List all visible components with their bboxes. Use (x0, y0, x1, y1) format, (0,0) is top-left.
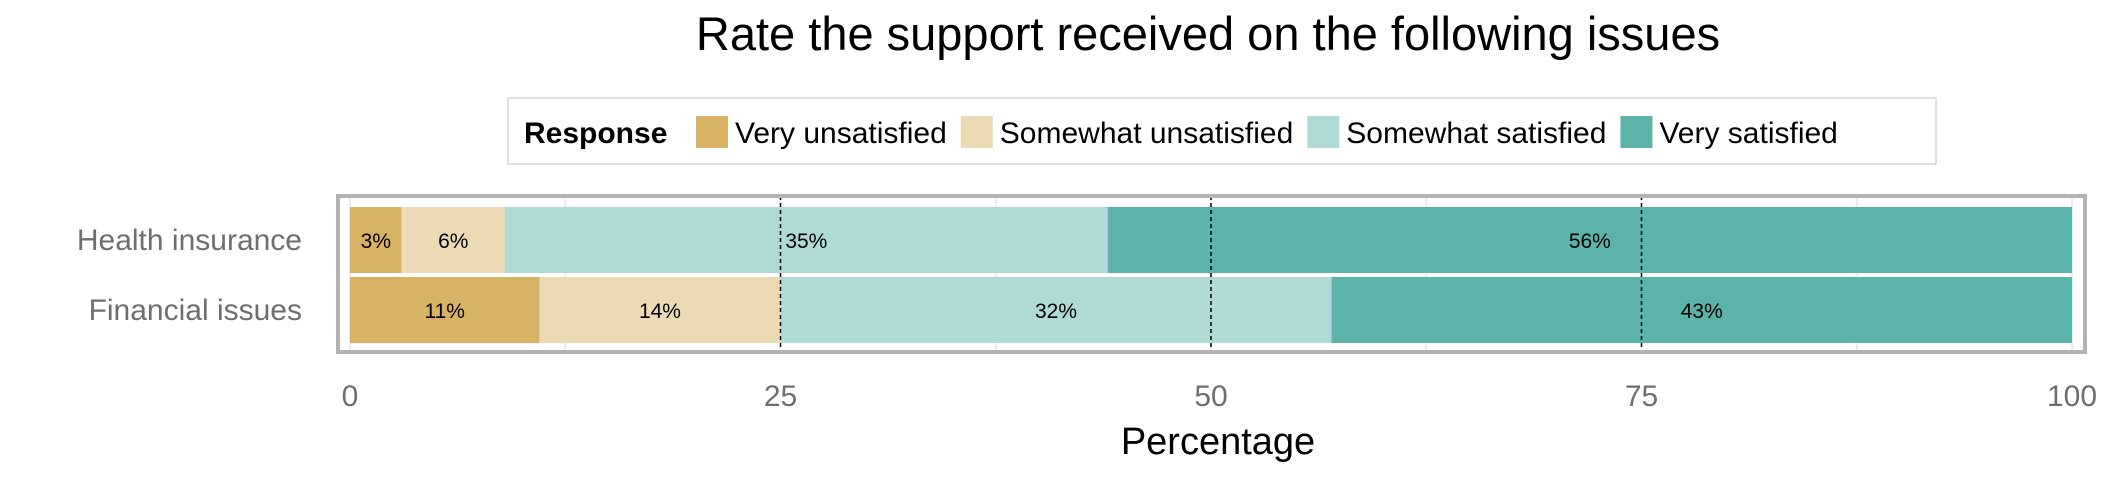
panel-border (336, 194, 2087, 354)
x-axis: 0 25 50 75 100 (342, 380, 2097, 413)
legend-title: Response (524, 117, 667, 150)
bar-segment (1331, 277, 2072, 343)
bar-segment (1107, 207, 2072, 273)
plot-area: 3% 6% 35% 56% 11% 14% 32% 43% (336, 194, 2087, 354)
bar-segment (350, 207, 402, 273)
legend-swatch (1620, 116, 1653, 148)
x-tick-label: 25 (764, 380, 797, 413)
x-tick-label: 100 (2047, 380, 2097, 413)
bar-segment (350, 277, 540, 343)
legend-swatch (1307, 116, 1340, 148)
legend-label: Very satisfied (1659, 117, 1837, 150)
x-tick-label: 50 (1194, 380, 1227, 413)
data-label: 14% (639, 300, 681, 323)
x-tick-label: 0 (342, 380, 359, 413)
data-label: 3% (361, 230, 391, 253)
chart-title: Rate the support received on the followi… (696, 7, 1720, 60)
data-label: 32% (1035, 300, 1077, 323)
data-label: 43% (1681, 300, 1723, 323)
bar-segment (539, 277, 781, 343)
bar-segment (504, 207, 1108, 273)
x-tick-label: 75 (1625, 380, 1658, 413)
y-axis: Health insurance Financial issues (77, 224, 302, 327)
x-axis-title: Percentage (1121, 421, 1315, 463)
legend-box (507, 97, 1937, 165)
legend-label: Very unsatisfied (735, 117, 947, 150)
legend-label: Somewhat unsatisfied (1000, 117, 1294, 150)
legend: Response Very unsatisfied Somewhat unsati… (507, 97, 1937, 165)
legend-swatch (960, 116, 993, 148)
legend-swatch (696, 116, 728, 148)
bar-segment (780, 277, 1332, 343)
data-label: 56% (1569, 230, 1611, 253)
legend-label: Somewhat satisfied (1346, 117, 1606, 150)
data-label: 6% (438, 230, 468, 253)
data-label: 11% (424, 300, 464, 323)
data-label: 35% (785, 230, 827, 253)
category-label: Financial issues (89, 294, 302, 327)
category-label: Health insurance (77, 224, 302, 257)
bar-segment (401, 207, 505, 273)
